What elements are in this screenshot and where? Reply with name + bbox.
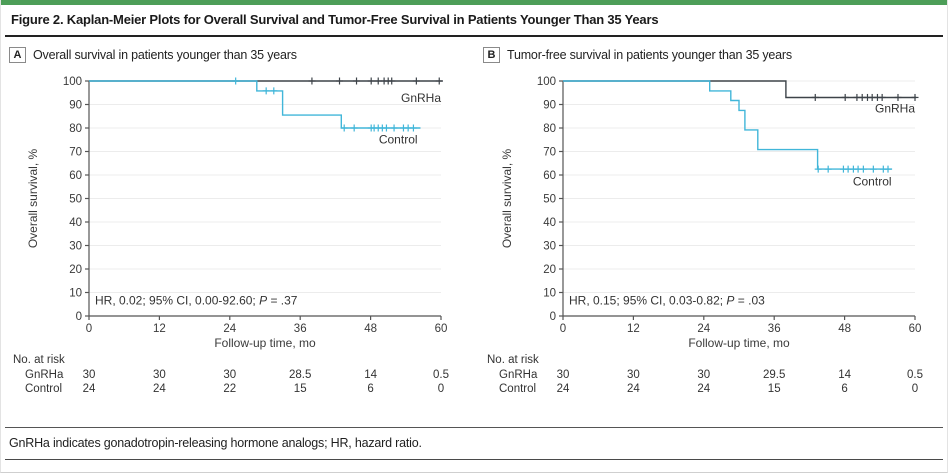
at-risk-header: No. at risk — [13, 354, 65, 366]
gnrha-survival-curve — [563, 80, 917, 99]
at-risk-header: No. at risk — [487, 354, 539, 366]
figure-footnote: GnRHa indicates gonadotropin-releasing h… — [9, 436, 422, 450]
x-tick-label: 48 — [838, 323, 851, 335]
at-risk-value: 14 — [838, 369, 851, 381]
at-risk-value: 30 — [83, 369, 96, 381]
y-tick-label: 20 — [543, 264, 556, 276]
y-tick-label: 50 — [543, 194, 556, 206]
y-tick-label: 30 — [69, 241, 82, 253]
x-tick-label: 0 — [560, 323, 566, 335]
y-tick-label: 90 — [543, 100, 556, 112]
x-tick-label: 36 — [768, 323, 781, 335]
figure-title: Figure 2. Kaplan-Meier Plots for Overall… — [5, 5, 943, 37]
y-axis-title: Overall survival, % — [26, 148, 40, 248]
gnrha-series-label: GnRHa — [401, 91, 441, 105]
at-risk-value: 30 — [557, 369, 570, 381]
hr-annotation: HR, 0.02; 95% CI, 0.00-92.60; P = .37 — [95, 294, 298, 308]
x-tick-label: 12 — [627, 323, 640, 335]
at-risk-value: 28.5 — [289, 369, 311, 381]
y-tick-label: 0 — [76, 311, 82, 323]
x-tick-label: 24 — [223, 323, 236, 335]
control-series-label: Control — [853, 175, 892, 189]
panel-a: A Overall survival in patients younger t… — [9, 46, 471, 401]
control-survival-curve — [563, 80, 893, 170]
x-tick-label: 12 — [153, 323, 166, 335]
panel-a-letter-badge: A — [9, 47, 26, 63]
y-tick-label: 100 — [537, 76, 556, 88]
y-tick-label: 70 — [69, 147, 82, 159]
at-risk-value: 30 — [697, 369, 710, 381]
panels-row: A Overall survival in patients younger t… — [1, 46, 947, 401]
at-risk-row-label: GnRHa — [25, 369, 64, 381]
at-risk-value: 0.5 — [433, 369, 449, 381]
at-risk-value: 0 — [438, 383, 444, 395]
y-tick-label: 90 — [69, 100, 82, 112]
at-risk-value: 29.5 — [763, 369, 785, 381]
x-tick-label: 60 — [435, 323, 448, 335]
x-tick-label: 48 — [364, 323, 377, 335]
panel-b-header: B Tumor-free survival in patients younge… — [483, 46, 945, 64]
y-tick-label: 60 — [69, 170, 82, 182]
accent-bar — [1, 0, 947, 5]
at-risk-value: 6 — [367, 383, 373, 395]
y-tick-label: 70 — [543, 147, 556, 159]
y-axis-title: Overall survival, % — [500, 148, 514, 248]
y-tick-label: 10 — [543, 288, 556, 300]
y-tick-label: 50 — [69, 194, 82, 206]
at-risk-value: 30 — [627, 369, 640, 381]
y-tick-label: 80 — [543, 123, 556, 135]
at-risk-value: 15 — [768, 383, 781, 395]
at-risk-value: 30 — [153, 369, 166, 381]
at-risk-value: 0 — [912, 383, 918, 395]
x-axis-title: Follow-up time, mo — [688, 336, 790, 350]
gnrha-series-label: GnRHa — [875, 102, 915, 116]
y-tick-label: 100 — [63, 76, 82, 88]
y-tick-label: 80 — [69, 123, 82, 135]
at-risk-value: 6 — [841, 383, 847, 395]
x-tick-label: 60 — [909, 323, 922, 335]
y-tick-label: 60 — [543, 170, 556, 182]
figure-footnote-section: GnRHa indicates gonadotropin-releasing h… — [5, 427, 943, 460]
panel-a-header: A Overall survival in patients younger t… — [9, 46, 471, 64]
panel-b-title: Tumor-free survival in patients younger … — [507, 48, 792, 62]
at-risk-value: 24 — [697, 383, 710, 395]
panel-a-title: Overall survival in patients younger tha… — [33, 48, 297, 62]
x-tick-label: 36 — [294, 323, 307, 335]
control-series-label: Control — [379, 132, 418, 146]
panel-b-letter-badge: B — [483, 47, 500, 63]
at-risk-value: 24 — [627, 383, 640, 395]
at-risk-value: 24 — [153, 383, 166, 395]
at-risk-value: 14 — [364, 369, 377, 381]
at-risk-value: 15 — [294, 383, 307, 395]
at-risk-value: 0.5 — [907, 369, 923, 381]
at-risk-row-label: Control — [25, 383, 62, 395]
x-tick-label: 24 — [697, 323, 710, 335]
y-tick-label: 30 — [543, 241, 556, 253]
y-tick-label: 40 — [69, 217, 82, 229]
control-survival-curve — [89, 80, 421, 129]
hr-annotation: HR, 0.15; 95% CI, 0.03-0.82; P = .03 — [569, 294, 765, 308]
y-tick-label: 20 — [69, 264, 82, 276]
y-tick-label: 10 — [69, 288, 82, 300]
y-tick-label: 0 — [550, 311, 556, 323]
at-risk-value: 22 — [223, 383, 236, 395]
at-risk-row-label: GnRHa — [499, 369, 538, 381]
at-risk-value: 30 — [223, 369, 236, 381]
panel-b: B Tumor-free survival in patients younge… — [483, 46, 945, 401]
x-axis-title: Follow-up time, mo — [214, 336, 316, 350]
x-tick-label: 0 — [86, 323, 92, 335]
at-risk-value: 24 — [557, 383, 570, 395]
at-risk-value: 24 — [83, 383, 96, 395]
y-tick-label: 40 — [543, 217, 556, 229]
at-risk-row-label: Control — [499, 383, 536, 395]
